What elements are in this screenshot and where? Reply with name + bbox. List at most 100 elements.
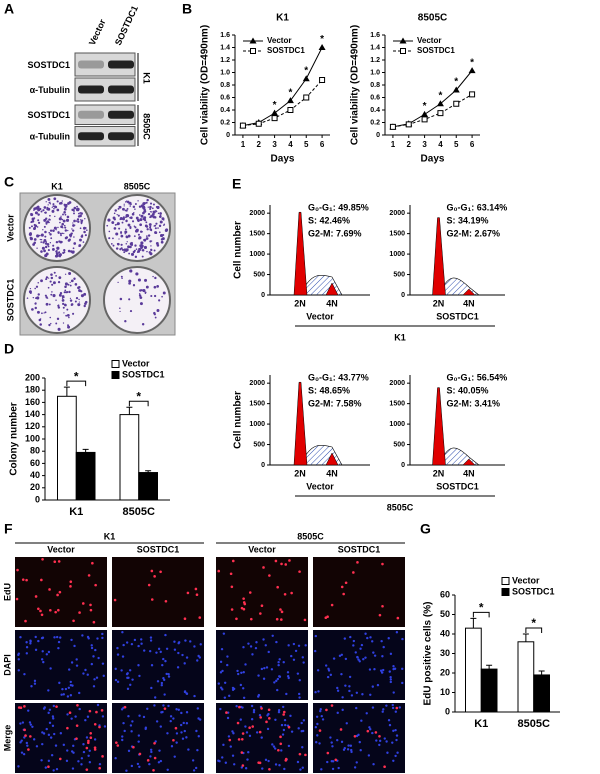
colony-dot [146, 228, 149, 231]
colony-dot [84, 234, 87, 237]
nucleus [149, 636, 153, 639]
nucleus [42, 707, 46, 710]
edu-nucleus [146, 759, 150, 762]
nucleus [244, 767, 248, 770]
nucleus [277, 661, 280, 664]
nucleus [52, 769, 55, 772]
y-tick-label: 0.4 [220, 107, 230, 114]
nucleus [114, 678, 118, 682]
colony-dot [129, 269, 133, 273]
edu-nucleus [76, 703, 79, 707]
nucleus [90, 662, 94, 666]
edu-nucleus [15, 597, 19, 601]
nucleus [226, 663, 229, 667]
colony-dot [60, 215, 62, 217]
edu-nucleus [284, 563, 288, 566]
colony-dot [119, 218, 122, 221]
y-tick-label: 160 [25, 397, 40, 407]
colony-dot [143, 209, 147, 213]
nucleus [282, 661, 285, 664]
nucleus [262, 638, 265, 641]
colony-dot [76, 218, 80, 221]
colony-dot [137, 233, 140, 236]
nucleus [372, 651, 375, 654]
colony-dot [58, 293, 62, 297]
y-tick-label: 40 [30, 470, 40, 480]
nucleus [364, 632, 367, 635]
y-tick-label: 20 [30, 482, 40, 492]
nucleus [74, 715, 77, 718]
nucleus [287, 744, 291, 748]
edu-nucleus [25, 578, 28, 582]
edu-nucleus [93, 723, 97, 726]
colony-dot [37, 219, 40, 222]
nucleus [232, 687, 236, 691]
blot-band-image [74, 104, 136, 125]
colony-dot [59, 232, 62, 235]
edu-nucleus [21, 578, 25, 581]
nucleus [222, 632, 226, 635]
nucleus [369, 693, 372, 696]
nucleus [286, 671, 290, 674]
nucleus [371, 685, 374, 688]
colony-dot [28, 232, 32, 236]
nucleus [280, 723, 284, 727]
colony-dot [73, 277, 76, 280]
nucleus [287, 644, 290, 647]
peak-label: 4N [326, 468, 338, 478]
edu-nucleus [24, 734, 27, 737]
blot-band [108, 60, 134, 69]
colony-dot [137, 278, 141, 282]
colony-dot [30, 225, 33, 228]
nucleus [371, 706, 375, 709]
nucleus [126, 672, 129, 675]
y-tick-label: 1.0 [370, 69, 380, 76]
colony-dot [66, 313, 70, 317]
nucleus [235, 705, 238, 708]
colony-dot [73, 212, 75, 215]
colony-dot [64, 273, 67, 275]
nucleus [292, 642, 296, 646]
colony-dot [77, 220, 80, 223]
colony-dot [144, 278, 148, 282]
colony-dot [83, 292, 87, 296]
significance-bracket [472, 611, 490, 618]
edu-nucleus [54, 610, 57, 614]
nucleus [103, 725, 107, 728]
colony-dot [146, 198, 149, 202]
nucleus [301, 766, 304, 769]
colony-dot [69, 235, 72, 238]
edu-nucleus [81, 602, 85, 605]
colony-dot [60, 234, 62, 237]
edu-nucleus [260, 707, 263, 710]
nucleus [130, 730, 133, 733]
edu-nucleus [374, 731, 378, 734]
legend-swatch [501, 577, 510, 585]
colony-dot [117, 207, 120, 210]
colony-dot [161, 295, 163, 298]
nucleus [53, 636, 56, 639]
colony-dot [63, 232, 65, 235]
legend-label: Vector [267, 36, 291, 45]
nucleus [352, 639, 356, 643]
edu-nucleus [279, 735, 282, 739]
flow-y-label: Cell number [233, 221, 244, 279]
nucleus [127, 749, 131, 753]
edu-nucleus [47, 765, 50, 769]
nucleus [59, 636, 62, 639]
nucleus [163, 678, 166, 682]
nucleus [278, 764, 281, 767]
y-tick-label: 1000 [389, 251, 405, 258]
colony-dot [121, 248, 125, 251]
colony-dot [145, 237, 149, 240]
nucleus [127, 715, 130, 718]
nucleus [395, 734, 399, 737]
nucleus [364, 656, 367, 659]
colony-dot [123, 251, 126, 254]
colony-dot [138, 293, 141, 295]
colony-dot [134, 255, 138, 259]
nucleus [60, 693, 63, 696]
marker [437, 110, 444, 117]
edu-column-label: Vector [248, 544, 276, 554]
nucleus [395, 738, 398, 742]
